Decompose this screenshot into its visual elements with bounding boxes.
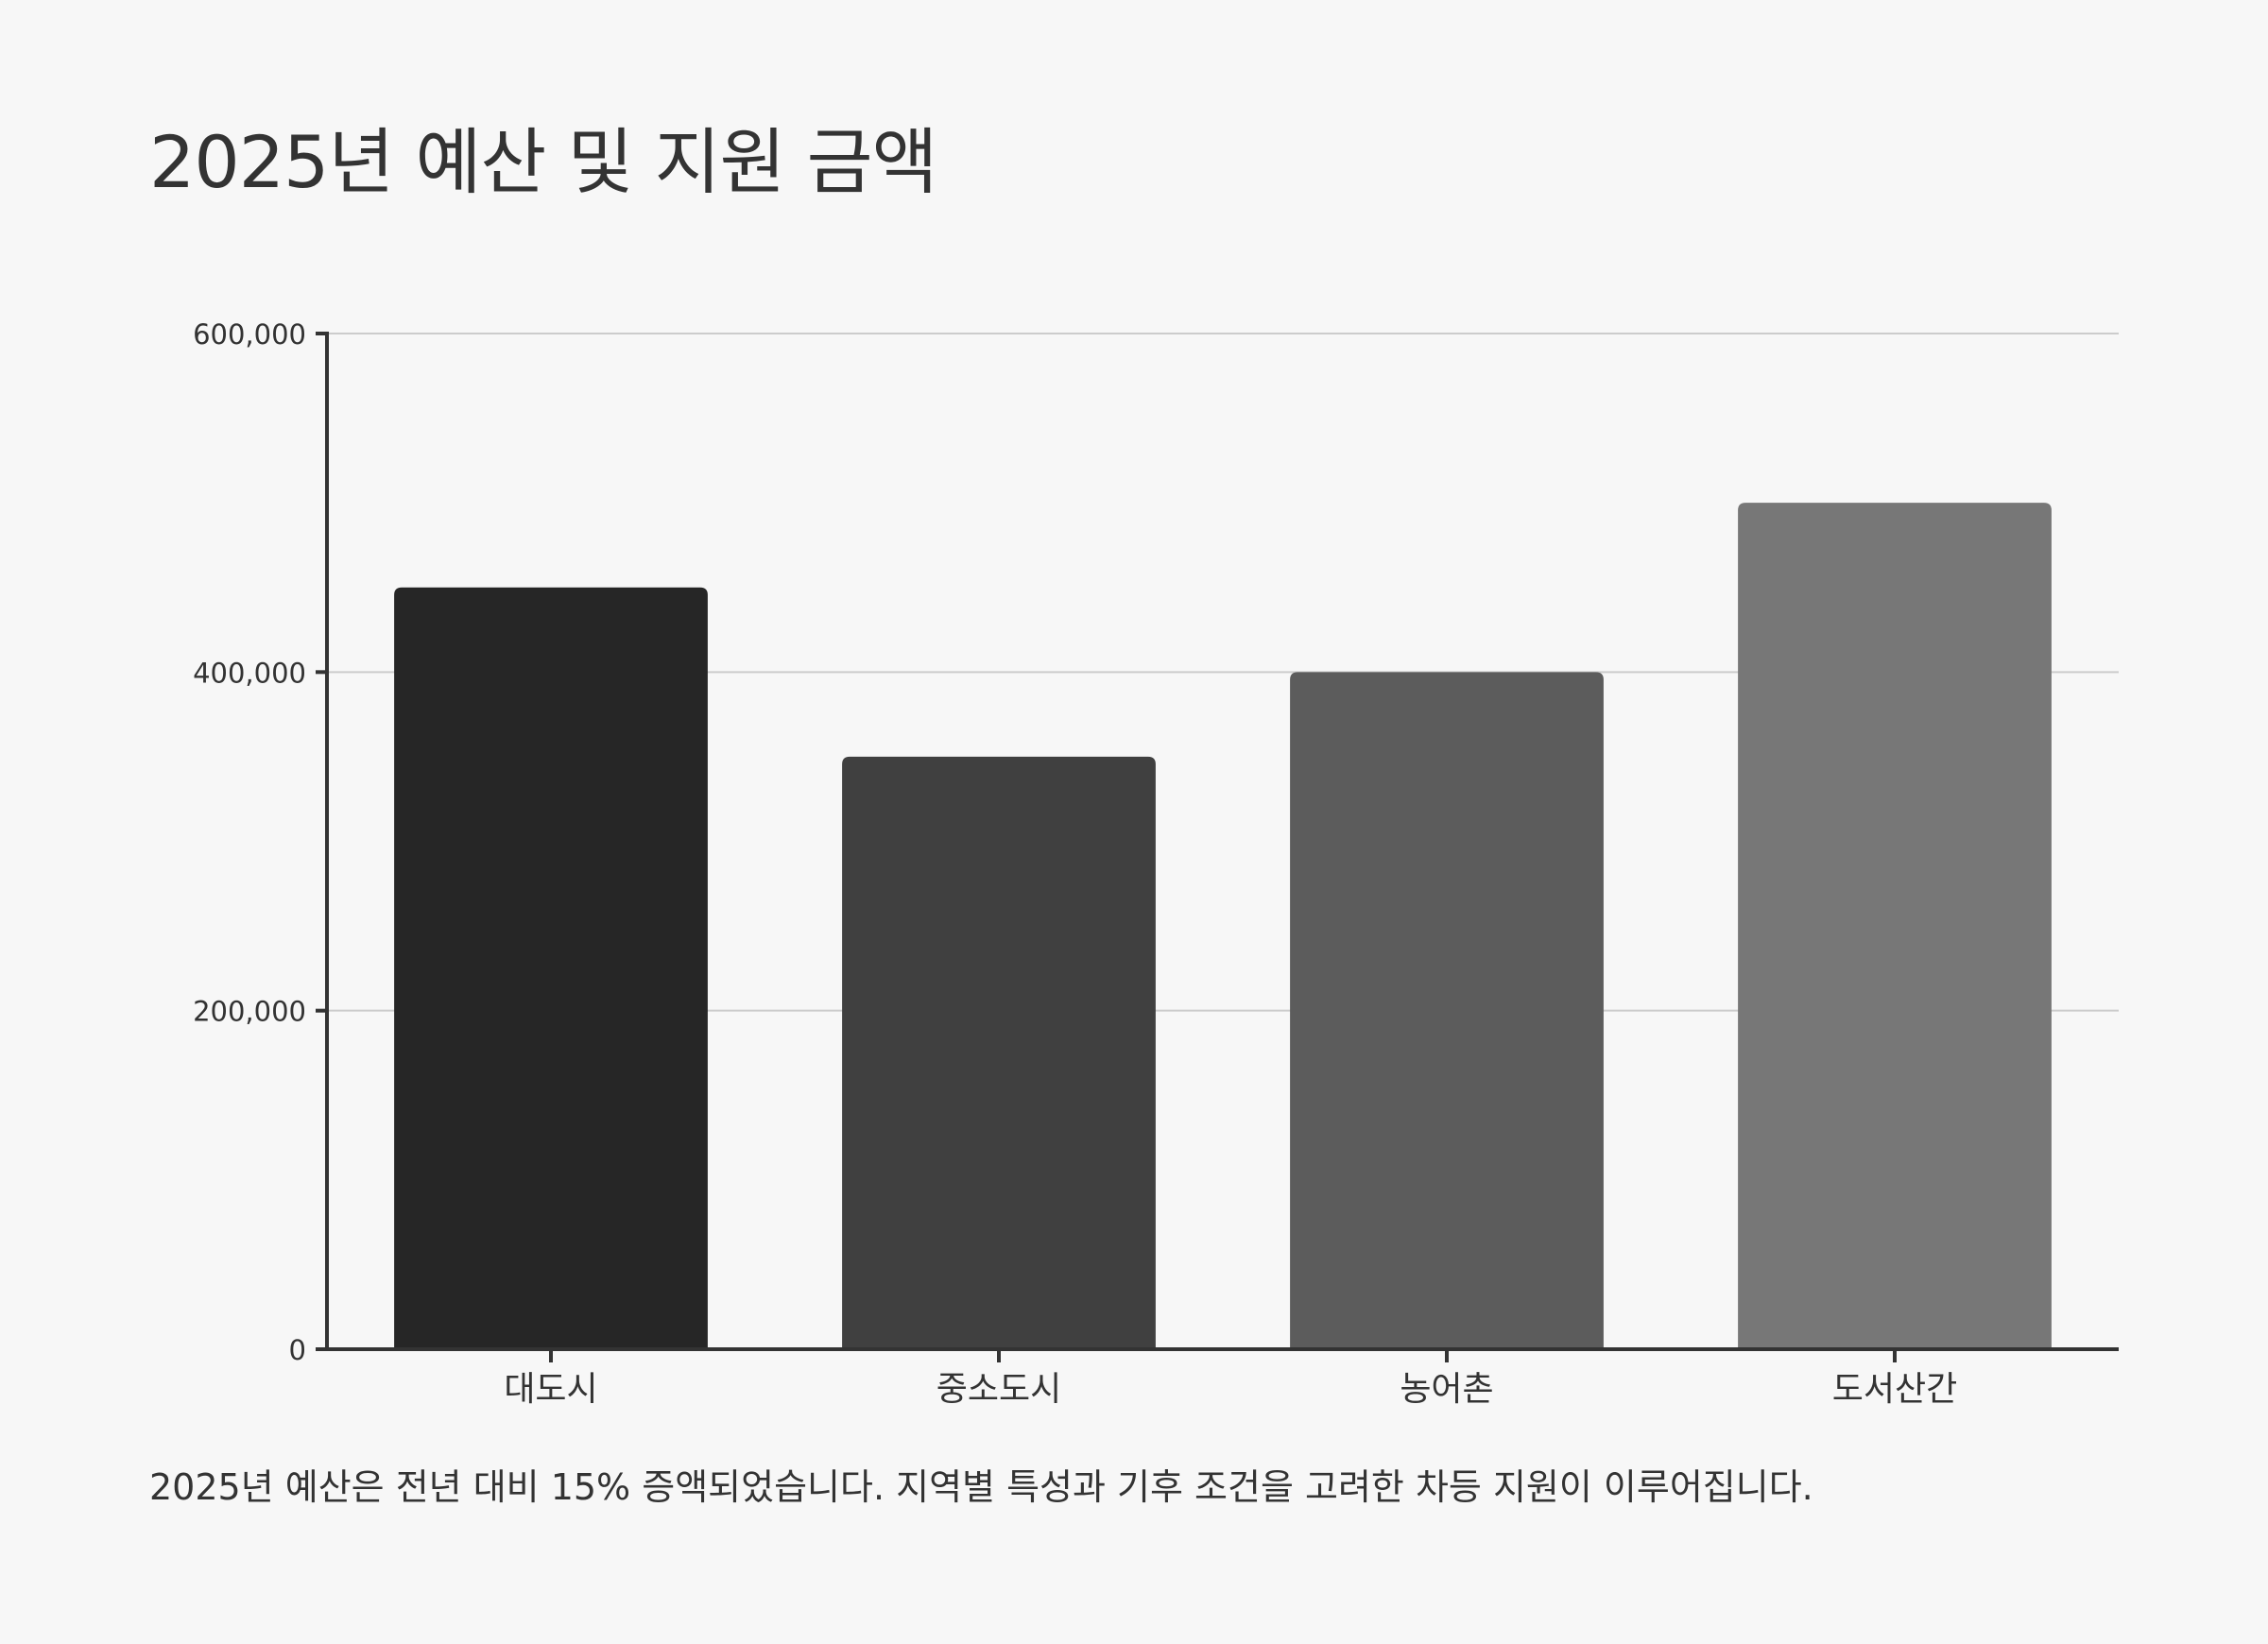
x-tick-label: 농어촌 — [1400, 1370, 1493, 1409]
x-axis-ticks: 대도시 중소도시 농어촌 도서산간 — [504, 1349, 1957, 1409]
y-tick-label: 600,000 — [193, 318, 306, 351]
bars — [394, 503, 2052, 1349]
y-tick-label: 0 — [289, 1334, 306, 1366]
axes — [325, 332, 2119, 1351]
y-tick-label: 200,000 — [193, 996, 306, 1028]
x-tick-label: 대도시 — [504, 1370, 597, 1409]
bar-1 — [394, 587, 708, 1349]
y-tick-label: 400,000 — [193, 657, 306, 689]
bar-2 — [842, 756, 1156, 1349]
bar-3 — [1290, 672, 1604, 1349]
chart-title: 2025년 예산 및 지원 금액 — [149, 120, 937, 204]
x-tick-label: 중소도시 — [936, 1370, 1061, 1409]
chart-footnote: 2025년 예산은 전년 대비 15% 증액되었습니다. 지역별 특성과 기후 … — [149, 1466, 1813, 1508]
y-axis-ticks: 0 200,000 400,000 600,000 — [193, 318, 327, 1366]
x-tick-label: 도서산간 — [1832, 1370, 1957, 1409]
bar-4 — [1738, 503, 2052, 1349]
